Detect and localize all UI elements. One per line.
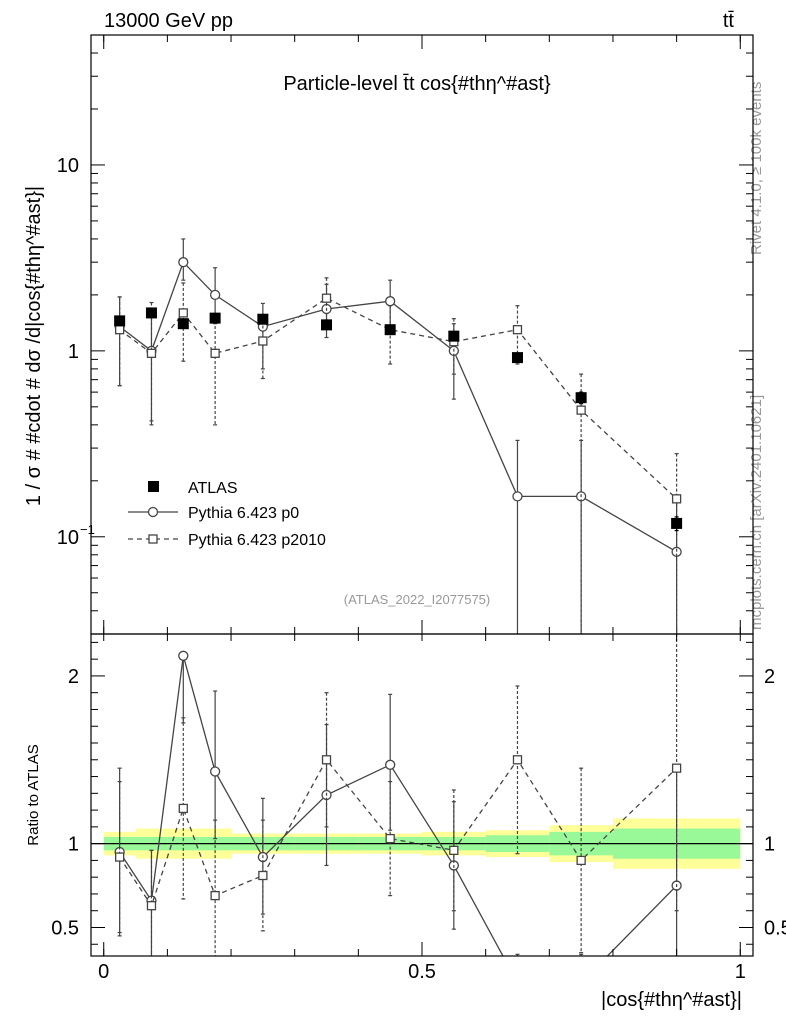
data-point [258,336,268,346]
process-label: tt̄ [723,10,735,32]
data-point [671,494,682,504]
plot-title: Particle-level t̄t cos{#thη^#ast} [283,73,551,95]
data-point [258,870,268,881]
data-point [210,348,220,358]
data-point [385,833,395,844]
data-point [145,307,157,319]
data-point [321,755,332,765]
data-point [209,312,221,324]
series-line [119,297,678,500]
legend-atlas-marker [148,481,159,492]
data-point [178,650,189,661]
ratio-axis-ticks: 0.5 0.5 1 1 2 2 0 0.5 1 [51,634,786,983]
ratio-data-marks [114,634,682,956]
main-y-axis-label: 1 / σ # #cdot # dσ /d|cos{#thη^#ast}| [23,186,45,506]
legend-p2010-marker [148,534,158,544]
ratio-y-tick-label-right: 0.5 [764,917,786,939]
ratio-y-tick-label: 0.5 [51,917,79,939]
legend-p0-label: Pythia 6.423 p0 [188,505,299,522]
data-point [512,325,523,335]
main-panel: Particle-level t̄t cos{#thη^#ast} (ATLAS… [23,34,754,635]
x-tick-label: 1 [735,961,746,983]
legend-atlas-label: ATLAS [188,480,238,497]
data-point [177,318,189,330]
x-axis-label: |cos{#thη^#ast}| [601,989,742,1011]
data-point [671,517,683,529]
series-pythia-6-423-p2010 [114,634,682,956]
data-point [448,330,460,342]
y-tick-label: 1 [68,341,79,363]
series-pythia-6-423-p0 [114,238,682,634]
data-point [385,296,396,307]
data-point [146,348,157,358]
ratio-frame [90,633,754,957]
data-point [114,325,125,335]
legend: ATLAS Pythia 6.423 p0 Pythia 6.423 p2010 [128,480,326,549]
data-point [576,405,586,415]
data-point [576,855,586,866]
ratio-y-axis-label: Ratio to ATLAS [25,744,42,845]
series-atlas [114,307,683,532]
energy-label: 13000 GeV pp [104,10,233,32]
series-pythia-6-423-p0 [114,650,682,956]
data-point [385,759,396,770]
series-pythia-6-423-p2010 [114,277,682,634]
data-point [511,352,523,364]
y-tick-label: 10 [57,527,79,549]
legend-p2010-label: Pythia 6.423 p2010 [188,532,326,549]
ratio-y-tick-label-right: 1 [764,834,775,856]
data-point [384,324,396,336]
ratio-y-tick-label: 1 [68,834,79,856]
ratio-y-tick-label-right: 2 [764,666,775,688]
data-point [146,901,157,911]
data-point [178,308,188,318]
series-line [119,655,678,956]
x-tick-label: 0 [98,961,109,983]
y-tick-label: 10 [57,155,79,177]
data-point [257,313,269,325]
data-point [114,315,126,327]
data-point [321,319,333,331]
data-point [209,766,221,777]
ratio-y-tick-label: 2 [68,666,79,688]
rivet-version-label: Rivet 4.1.0, ≥ 100k events [748,82,765,255]
data-point [449,845,459,855]
ratio-panel: 0.5 0.5 1 1 2 2 0 0.5 1 Ratio to ATLAS |cos{#thη… [25,633,786,1011]
legend-p0-marker [147,506,159,518]
mcplots-label: mcplots.cern.ch [arXiv:2401.10621] [748,395,765,630]
data-point [114,852,125,862]
data-point [210,890,220,901]
data-point [512,491,523,502]
data-point [178,803,188,814]
data-point [209,289,221,301]
y-tick-exponent: −1 [80,522,95,537]
data-point [321,293,332,303]
main-data-marks [114,238,683,634]
series-line [119,758,678,908]
analysis-id-label: (ATLAS_2022_I2077575) [344,592,490,607]
data-point [178,257,189,268]
data-point [575,392,587,404]
data-point [512,755,523,765]
data-point [671,763,682,773]
x-tick-label: 0.5 [408,961,436,983]
